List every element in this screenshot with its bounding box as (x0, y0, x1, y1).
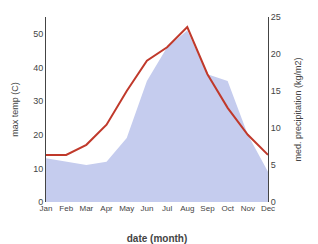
svg-text:0: 0 (38, 197, 43, 207)
svg-text:25: 25 (271, 12, 281, 22)
svg-text:20: 20 (271, 49, 281, 59)
svg-text:Jan: Jan (40, 204, 53, 213)
svg-text:0: 0 (271, 197, 276, 207)
svg-text:40: 40 (33, 63, 43, 73)
svg-text:15: 15 (271, 86, 281, 96)
svg-text:Apr: Apr (100, 204, 113, 213)
svg-text:Jul: Jul (162, 204, 172, 213)
svg-text:Feb: Feb (59, 204, 73, 213)
svg-text:Jun: Jun (140, 204, 153, 213)
svg-text:Mar: Mar (79, 204, 93, 213)
svg-text:10: 10 (271, 123, 281, 133)
svg-text:Aug: Aug (180, 204, 194, 213)
svg-text:10: 10 (33, 164, 43, 174)
svg-text:max temp (C): max temp (C) (10, 82, 20, 137)
svg-text:20: 20 (33, 130, 43, 140)
svg-text:5: 5 (271, 160, 276, 170)
svg-text:med. precipitation (kg/m2): med. precipitation (kg/m2) (293, 57, 303, 161)
svg-text:Dec: Dec (261, 204, 275, 213)
svg-text:Nov: Nov (241, 204, 255, 213)
svg-text:50: 50 (33, 29, 43, 39)
svg-text:date (month): date (month) (127, 233, 188, 244)
svg-text:Oct: Oct (221, 204, 234, 213)
svg-text:30: 30 (33, 96, 43, 106)
svg-text:May: May (119, 204, 134, 213)
svg-text:Sep: Sep (200, 204, 215, 213)
